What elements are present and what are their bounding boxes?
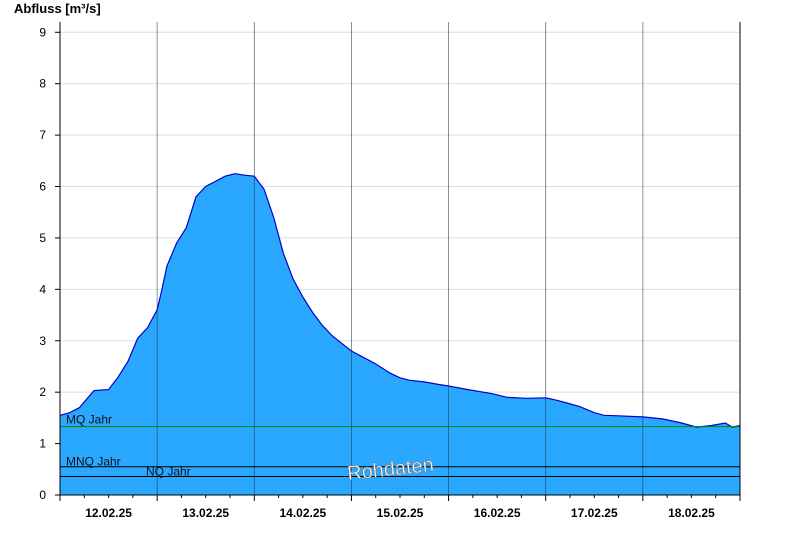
y-tick-label-2: 2 — [39, 385, 46, 399]
x-tick-label-2: 14.02.25 — [279, 506, 326, 520]
ref-label-mq-jahr: MQ Jahr — [66, 413, 112, 427]
x-tick-label-5: 17.02.25 — [571, 506, 618, 520]
y-tick-label-8: 8 — [39, 77, 46, 91]
axes: 0 1 2 3 4 5 6 7 8 9 12.02.25 13.02.25 14.02.25 15.02.… — [39, 22, 741, 520]
x-tick-label-4: 16.02.25 — [474, 506, 521, 520]
y-tick-label-7: 7 — [39, 128, 46, 142]
discharge-area — [60, 173, 740, 495]
ref-label-mnq-jahr: MNQ Jahr — [66, 455, 121, 469]
y-tick-label-3: 3 — [39, 334, 46, 348]
x-tick-label-3: 15.02.25 — [377, 506, 424, 520]
y-tick-label-9: 9 — [39, 25, 46, 39]
reference-lines: MQ Jahr MNQ Jahr NQ Jahr — [60, 413, 740, 478]
discharge-line — [59, 173, 741, 428]
day-separators — [156, 22, 644, 495]
x-tick-label-6: 18.02.25 — [668, 506, 715, 520]
y-tick-label-1: 1 — [39, 437, 46, 451]
x-tick-label-1: 13.02.25 — [182, 506, 229, 520]
y-tick-label-4: 4 — [39, 282, 46, 296]
ref-label-nq-jahr: NQ Jahr — [146, 464, 191, 478]
y-tick-label-6: 6 — [39, 180, 46, 194]
y-tick-label-0: 0 — [39, 488, 46, 502]
x-tick-label-0: 12.02.25 — [85, 506, 132, 520]
y-tick-label-5: 5 — [39, 231, 46, 245]
y-axis-title: Abfluss [m³/s] — [14, 1, 101, 16]
